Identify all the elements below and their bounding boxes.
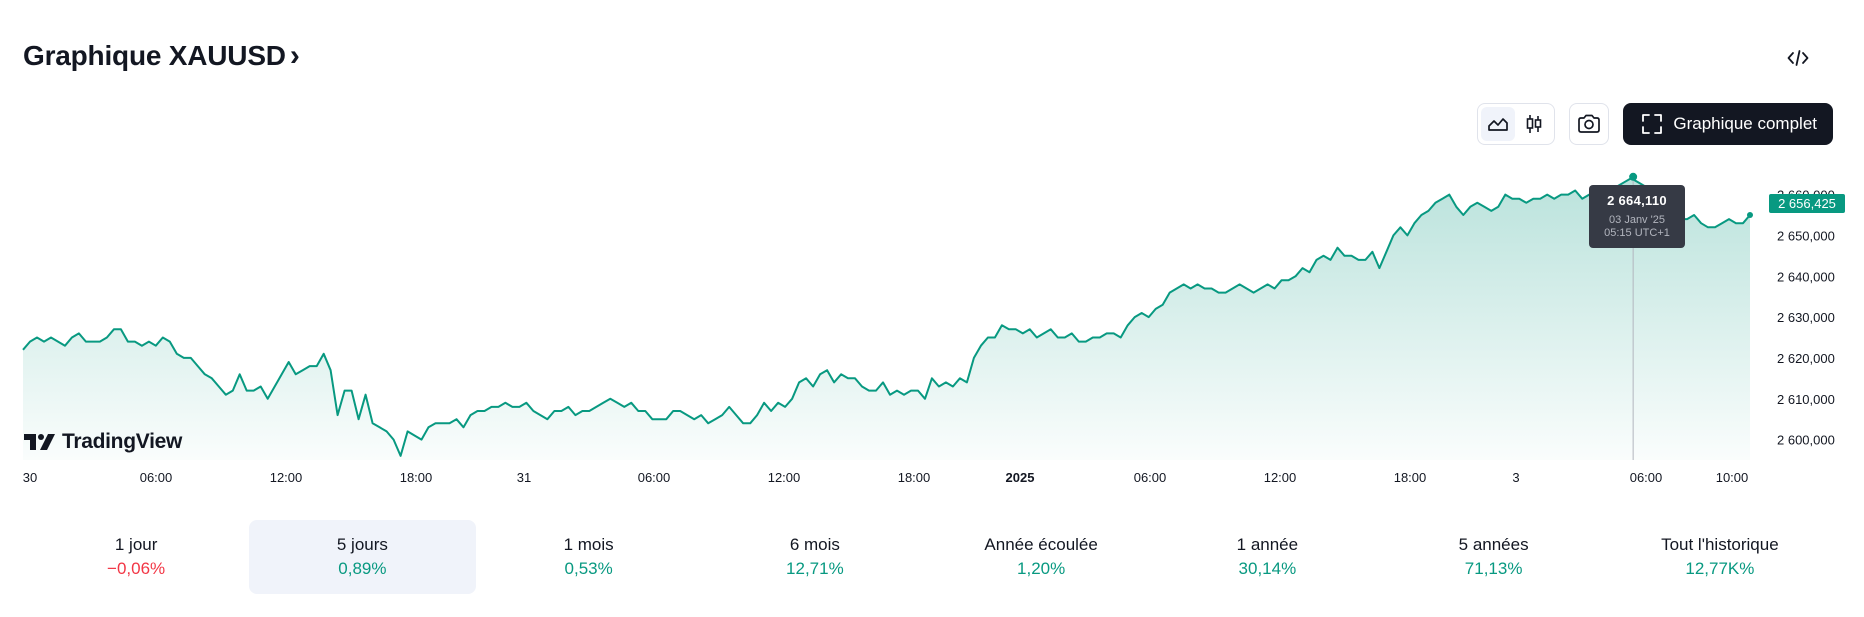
period-ytd[interactable]: Année écoulée 1,20% <box>928 520 1154 594</box>
last-price-dot <box>1747 212 1753 218</box>
y-tick-label: 2 640,000 <box>1777 269 1835 284</box>
x-tick-label: 06:00 <box>638 470 671 485</box>
tooltip-price: 2 664,110 <box>1607 193 1667 208</box>
price-tooltip: 2 664,110 03 Janv '25 05:15 UTC+1 <box>1589 185 1685 248</box>
y-tick-label: 2 650,000 <box>1777 228 1835 243</box>
tradingview-logo: TradingView <box>24 430 182 454</box>
x-tick-label: 06:00 <box>140 470 173 485</box>
code-embed-icon <box>1787 50 1809 66</box>
period-label: Année écoulée <box>984 535 1098 554</box>
x-tick-label: 12:00 <box>768 470 801 485</box>
camera-icon <box>1578 114 1601 133</box>
current-price-badge <box>1769 194 1845 213</box>
x-tick-label: 2025 <box>1006 470 1035 485</box>
period-label: 1 jour <box>114 535 158 554</box>
period-label: Tout l'historique <box>1661 535 1779 554</box>
chart-toolbar: Graphique complet <box>1477 103 1833 145</box>
x-tick-label: 18:00 <box>1394 470 1427 485</box>
period-change: 12,77K% <box>1685 559 1755 578</box>
x-tick-label: 3 <box>1512 470 1519 485</box>
area-chart-icon <box>1488 118 1509 131</box>
period-1-day[interactable]: 1 jour −0,06% <box>23 520 249 594</box>
tooltip-time: 05:15 UTC+1 <box>1604 227 1670 239</box>
y-tick-label: 2 630,000 <box>1777 310 1835 325</box>
x-tick-label: 18:00 <box>898 470 931 485</box>
period-label: 1 mois <box>563 535 614 554</box>
chevron-right-icon: › <box>289 39 300 72</box>
period-label: 6 mois <box>789 535 840 554</box>
period-selector: 1 jour −0,06% 5 jours 0,89% 1 mois 0,53% 6 … <box>23 520 1833 594</box>
hover-marker <box>1629 172 1638 181</box>
embed-code-button[interactable] <box>1784 44 1812 72</box>
x-tick-label: 31 <box>517 470 531 485</box>
price-line <box>22 177 1751 457</box>
full-chart-button[interactable]: Graphique complet <box>1623 103 1833 145</box>
period-label: 5 jours <box>336 535 388 554</box>
tradingview-wordmark: TradingView <box>62 430 183 453</box>
candlestick-icon <box>1527 115 1542 133</box>
x-tick-label: 30 <box>23 470 37 485</box>
snapshot-button[interactable] <box>1569 103 1610 145</box>
tradingview-logo-icon <box>24 434 55 450</box>
chart-title-link[interactable]: Graphique XAUUSD › <box>23 40 300 72</box>
period-label: 5 années <box>1458 535 1529 554</box>
period-1-month[interactable]: 1 mois 0,53% <box>476 520 702 594</box>
period-all-time[interactable]: Tout l'historique 12,77K% <box>1607 520 1833 594</box>
page-title: Graphique XAUUSD <box>23 40 286 71</box>
area-chart-button[interactable] <box>1481 107 1516 141</box>
period-change: −0,06% <box>107 559 166 578</box>
chart-type-toggle <box>1477 103 1556 145</box>
period-change: 30,14% <box>1238 559 1297 578</box>
y-tick-label: 2 620,000 <box>1777 351 1835 366</box>
current-price-label: 2 656,425 <box>1778 196 1836 211</box>
candlestick-button[interactable] <box>1517 107 1551 141</box>
period-change: 71,13% <box>1464 559 1523 578</box>
period-5-days[interactable]: 5 jours 0,89% <box>249 520 476 594</box>
period-change: 12,71% <box>786 559 844 578</box>
fullscreen-icon <box>1642 114 1663 134</box>
period-5-years[interactable]: 5 années 71,13% <box>1381 520 1607 594</box>
x-tick-label: 12:00 <box>1264 470 1297 485</box>
x-tick-label: 06:00 <box>1630 470 1663 485</box>
period-change: 0,89% <box>338 559 387 578</box>
price-area <box>23 178 1750 461</box>
period-change: 0,53% <box>564 559 613 578</box>
y-tick-label: 2 600,000 <box>1777 433 1835 448</box>
period-6-months[interactable]: 6 mois 12,71% <box>702 520 928 594</box>
period-label: 1 année <box>1236 535 1299 554</box>
full-chart-label: Graphique complet <box>1673 114 1817 133</box>
price-chart[interactable]: 30 06:00 12:00 18:00 31 06:00 12:00 18:00 2025 06… <box>0 0 1864 500</box>
y-tick-label: 2 610,000 <box>1777 392 1835 407</box>
x-tick-label: 10:00 <box>1716 470 1749 485</box>
x-tick-label: 18:00 <box>400 470 433 485</box>
period-1-year[interactable]: 1 année 30,14% <box>1154 520 1380 594</box>
x-tick-label: 06:00 <box>1134 470 1167 485</box>
x-tick-label: 12:00 <box>270 470 303 485</box>
tooltip-date: 03 Janv '25 <box>1609 214 1665 226</box>
period-change: 1,20% <box>1017 559 1066 578</box>
